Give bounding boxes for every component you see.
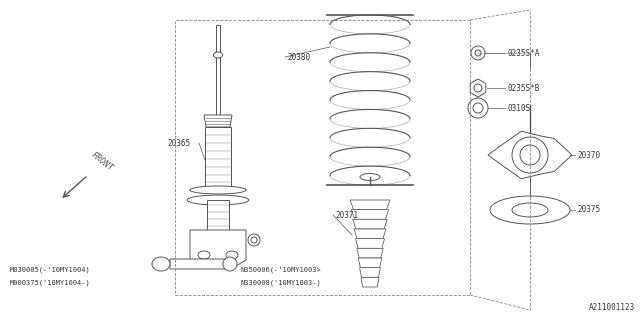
Circle shape bbox=[468, 98, 488, 118]
Ellipse shape bbox=[512, 203, 548, 217]
Circle shape bbox=[251, 237, 257, 243]
Text: 0235S*B: 0235S*B bbox=[507, 84, 540, 92]
Text: 20370: 20370 bbox=[577, 150, 600, 159]
Text: N330008('10MY1003-): N330008('10MY1003-) bbox=[240, 280, 321, 286]
Circle shape bbox=[248, 234, 260, 246]
Ellipse shape bbox=[490, 196, 570, 224]
Polygon shape bbox=[216, 25, 220, 115]
Text: 20365: 20365 bbox=[167, 139, 190, 148]
Ellipse shape bbox=[198, 251, 210, 259]
Circle shape bbox=[474, 84, 482, 92]
Polygon shape bbox=[361, 277, 379, 287]
Polygon shape bbox=[351, 210, 388, 219]
Polygon shape bbox=[350, 200, 390, 210]
Polygon shape bbox=[170, 259, 227, 269]
Polygon shape bbox=[207, 200, 229, 230]
Polygon shape bbox=[358, 258, 381, 268]
Ellipse shape bbox=[214, 52, 223, 58]
Text: 0235S*A: 0235S*A bbox=[507, 49, 540, 58]
Circle shape bbox=[475, 50, 481, 56]
Text: 20380: 20380 bbox=[287, 52, 310, 61]
Ellipse shape bbox=[360, 173, 380, 180]
Ellipse shape bbox=[152, 257, 170, 271]
Text: M030005(-'10MY1004): M030005(-'10MY1004) bbox=[10, 267, 91, 273]
Text: FRONT: FRONT bbox=[89, 150, 115, 173]
Text: N350006(-'10MY1003>: N350006(-'10MY1003> bbox=[240, 267, 321, 273]
Circle shape bbox=[223, 257, 237, 271]
Polygon shape bbox=[355, 239, 385, 248]
Polygon shape bbox=[360, 268, 380, 277]
Circle shape bbox=[471, 46, 485, 60]
Text: 0310S: 0310S bbox=[507, 103, 530, 113]
Text: 20375: 20375 bbox=[577, 205, 600, 214]
Polygon shape bbox=[357, 248, 383, 258]
Ellipse shape bbox=[190, 186, 246, 194]
Polygon shape bbox=[353, 219, 387, 229]
Polygon shape bbox=[205, 127, 231, 190]
Text: A211001123: A211001123 bbox=[589, 303, 635, 312]
Text: 20371: 20371 bbox=[335, 211, 358, 220]
Polygon shape bbox=[190, 230, 246, 265]
Circle shape bbox=[520, 145, 540, 165]
Text: M000375('10MY1004-): M000375('10MY1004-) bbox=[10, 280, 91, 286]
Polygon shape bbox=[488, 131, 572, 179]
Ellipse shape bbox=[226, 251, 238, 259]
Circle shape bbox=[512, 137, 548, 173]
Ellipse shape bbox=[188, 195, 249, 205]
Polygon shape bbox=[204, 115, 232, 127]
Circle shape bbox=[473, 103, 483, 113]
Polygon shape bbox=[470, 79, 486, 97]
Polygon shape bbox=[354, 229, 386, 239]
